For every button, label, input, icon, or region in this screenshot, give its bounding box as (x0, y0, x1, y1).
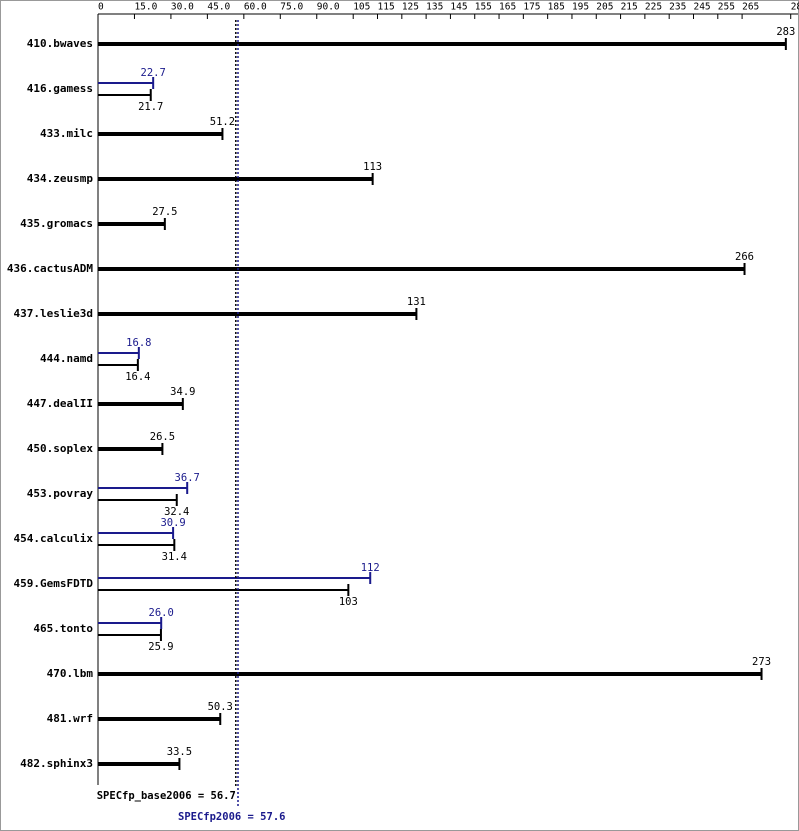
x-tick-label: 90.0 (317, 2, 340, 13)
x-tick-label: 185 (548, 2, 565, 13)
x-tick-label: 235 (669, 2, 686, 13)
value-label: 26.5 (150, 431, 175, 443)
x-tick-label: 265 (742, 2, 759, 13)
value-label: 273 (752, 656, 771, 668)
value-label: 26.0 (149, 607, 174, 619)
x-tick-label: 75.0 (280, 2, 303, 13)
value-label: 283 (776, 26, 795, 38)
x-tick-label: 195 (572, 2, 589, 13)
value-label: 112 (361, 562, 380, 574)
x-tick-label: 285 (791, 2, 799, 13)
x-tick-label: 165 (499, 2, 516, 13)
x-tick-label: 60.0 (244, 2, 267, 13)
x-tick-label: 30.0 (171, 2, 194, 13)
category-label: 459.GemsFDTD (14, 577, 94, 590)
x-tick-label: 135 (426, 2, 443, 13)
category-label: 481.wrf (47, 712, 93, 725)
category-label: 434.zeusmp (27, 172, 94, 185)
value-label: 113 (363, 161, 382, 173)
value-label: 36.7 (175, 472, 200, 484)
x-tick-label: 115 (378, 2, 395, 13)
category-label: 482.sphinx3 (20, 757, 93, 770)
value-label: 32.4 (164, 506, 189, 518)
category-label: 416.gamess (27, 82, 93, 95)
category-label: 436.cactusADM (7, 262, 93, 275)
value-label: 16.8 (126, 337, 151, 349)
reference-label: SPECfp2006 = 57.6 (178, 811, 285, 823)
value-label: 16.4 (125, 371, 150, 383)
x-tick-label: 255 (718, 2, 735, 13)
x-tick-label: 145 (450, 2, 467, 13)
category-label: 410.bwaves (27, 37, 93, 50)
category-label: 437.leslie3d (14, 307, 93, 320)
value-label: 33.5 (167, 746, 192, 758)
x-tick-label: 215 (621, 2, 638, 13)
category-label: 465.tonto (33, 622, 93, 635)
value-label: 131 (407, 296, 426, 308)
category-label: 447.dealII (27, 397, 93, 410)
x-tick-label: 125 (402, 2, 419, 13)
value-label: 103 (339, 596, 358, 608)
value-label: 34.9 (170, 386, 195, 398)
category-label: 454.calculix (14, 532, 94, 545)
x-tick-label: 225 (645, 2, 662, 13)
value-label: 25.9 (148, 641, 173, 653)
category-label: 435.gromacs (20, 217, 93, 230)
value-label: 27.5 (152, 206, 177, 218)
category-label: 450.soplex (27, 442, 94, 455)
x-tick-label: 45.0 (207, 2, 230, 13)
category-label: 470.lbm (47, 667, 94, 680)
value-label: 21.7 (138, 101, 163, 113)
x-tick-label: 205 (596, 2, 613, 13)
value-label: 51.2 (210, 116, 235, 128)
value-label: 30.9 (160, 517, 185, 529)
x-tick-label: 15.0 (134, 2, 157, 13)
value-label: 31.4 (162, 551, 187, 563)
category-label: 444.namd (40, 352, 93, 365)
category-label: 453.povray (27, 487, 94, 500)
x-tick-label: 155 (475, 2, 492, 13)
x-tick-label: 0 (98, 2, 104, 13)
value-label: 50.3 (208, 701, 233, 713)
value-label: 266 (735, 251, 754, 263)
category-label: 433.milc (40, 127, 93, 140)
x-tick-label: 105 (353, 2, 370, 13)
reference-label: SPECfp_base2006 = 56.7 (97, 790, 236, 802)
x-tick-label: 245 (693, 2, 710, 13)
value-label: 22.7 (141, 67, 166, 79)
x-tick-label: 175 (523, 2, 540, 13)
